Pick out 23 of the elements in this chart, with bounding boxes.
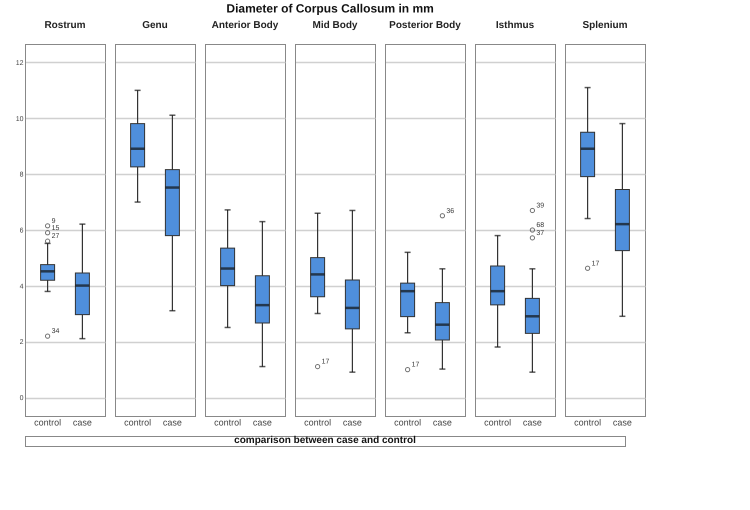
x-tick-label: case (252, 418, 272, 428)
chart-title: Anterior Body (212, 20, 279, 31)
x-tick-label: case (612, 418, 632, 428)
chart-title: Rostrum (44, 20, 86, 31)
chart-title: Isthmus (496, 20, 535, 31)
x-axis-title: comparison between case and control (234, 435, 416, 446)
x-tick-label: control (304, 418, 332, 428)
x-tick-label: control (214, 418, 242, 428)
x-tick-label: case (72, 418, 92, 428)
chart-title: Genu (142, 20, 168, 31)
chart-title: Mid Body (312, 20, 358, 31)
x-tick-label: case (162, 418, 182, 428)
chart-title: Splenium (582, 20, 628, 31)
chart-title: Posterior Body (389, 20, 462, 31)
x-tick-label: case (342, 418, 362, 428)
text: Diameter of Corpus Callosum in mm (226, 2, 434, 16)
x-tick-label: control (124, 418, 152, 428)
x-tick-label: control (574, 418, 602, 428)
x-tick-label: control (34, 418, 62, 428)
x-tick-label: case (522, 418, 542, 428)
x-tick-label: case (432, 418, 452, 428)
x-tick-label: control (394, 418, 422, 428)
x-tick-label: control (484, 418, 512, 428)
